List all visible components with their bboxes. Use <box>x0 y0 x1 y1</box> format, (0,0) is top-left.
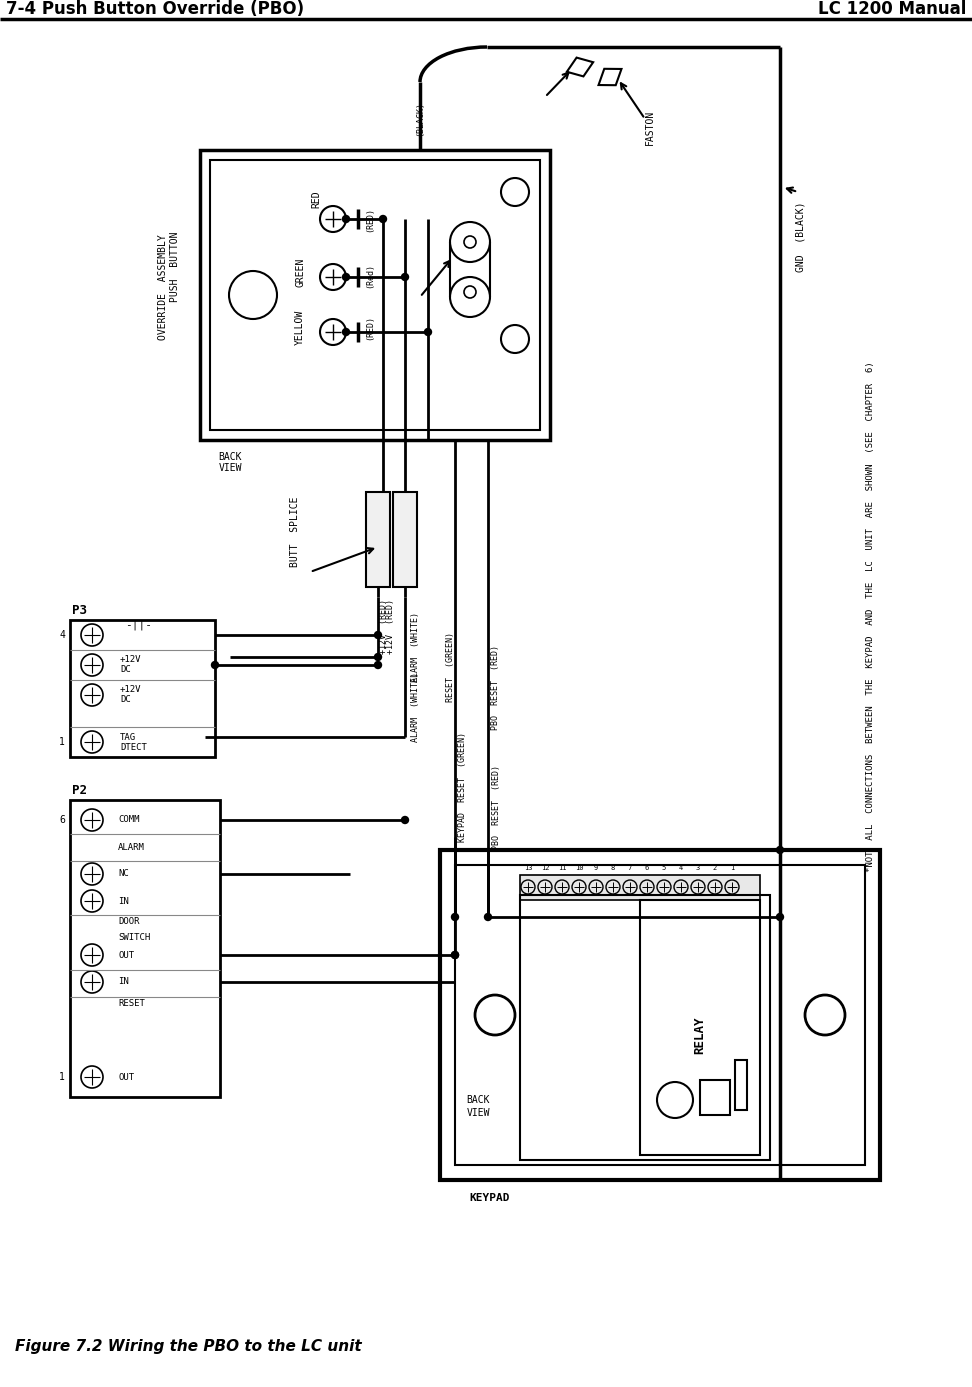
Text: TAG: TAG <box>120 732 136 742</box>
Text: RELAY: RELAY <box>693 1017 707 1054</box>
Text: +12V  (RED): +12V (RED) <box>386 599 395 655</box>
Text: +12V: +12V <box>120 685 142 695</box>
Text: KEYPAD  RESET  (GREEN): KEYPAD RESET (GREEN) <box>458 732 467 842</box>
Text: 2: 2 <box>712 865 717 871</box>
Circle shape <box>777 914 783 921</box>
Text: RESET: RESET <box>118 999 145 1007</box>
Circle shape <box>342 273 350 280</box>
Text: 4: 4 <box>59 630 65 639</box>
Bar <box>210 160 540 430</box>
Circle shape <box>374 662 381 669</box>
Text: -||-: -||- <box>125 620 152 630</box>
Text: ALARM: ALARM <box>118 842 145 852</box>
Text: (Red): (Red) <box>365 262 374 287</box>
Text: ALARM  (WHITE): ALARM (WHITE) <box>410 671 420 742</box>
Circle shape <box>452 951 459 958</box>
Text: OVERRIDE  ASSEMBLY: OVERRIDE ASSEMBLY <box>158 234 168 340</box>
Text: +12V: +12V <box>120 656 142 664</box>
Text: BUTT  SPLICE: BUTT SPLICE <box>290 497 300 567</box>
Text: RESET  (GREEN): RESET (GREEN) <box>445 632 455 702</box>
Circle shape <box>342 329 350 336</box>
Bar <box>640 900 760 1155</box>
Text: NC: NC <box>118 870 128 878</box>
Circle shape <box>452 914 459 921</box>
Text: P3: P3 <box>72 603 87 616</box>
Text: 12: 12 <box>540 865 549 871</box>
Bar <box>393 492 417 587</box>
Bar <box>455 865 865 1165</box>
Text: P2: P2 <box>72 784 87 796</box>
Text: 5: 5 <box>662 865 666 871</box>
Text: DC: DC <box>120 695 131 705</box>
Text: 6: 6 <box>644 865 649 871</box>
Bar <box>520 895 770 1160</box>
Text: 1: 1 <box>59 736 65 748</box>
Text: PBO  RESET  (RED): PBO RESET (RED) <box>492 764 501 849</box>
Circle shape <box>374 631 381 638</box>
Text: PUSH  BUTTON: PUSH BUTTON <box>170 232 180 302</box>
Text: (RED): (RED) <box>365 207 374 232</box>
Text: ALARM  (WHITE): ALARM (WHITE) <box>410 612 420 682</box>
Text: *NOT  ALL  CONNECTIONS  BETWEEN  THE  KEYPAD  AND  THE  LC  UNIT  ARE  SHOWN  (S: *NOT ALL CONNECTIONS BETWEEN THE KEYPAD … <box>865 362 875 872</box>
Text: FASTON: FASTON <box>645 110 655 144</box>
Text: LC 1200 Manual: LC 1200 Manual <box>817 0 966 18</box>
Bar <box>366 492 390 587</box>
Text: 7: 7 <box>628 865 632 871</box>
Bar <box>520 875 760 900</box>
Circle shape <box>777 846 783 853</box>
Bar <box>700 1080 730 1115</box>
Text: KEYPAD: KEYPAD <box>469 1193 510 1203</box>
Text: SWITCH: SWITCH <box>118 933 151 943</box>
Circle shape <box>342 215 350 222</box>
Circle shape <box>212 662 219 669</box>
Circle shape <box>425 329 432 336</box>
Text: OUT: OUT <box>118 950 134 960</box>
Text: 7-4 Push Button Override (PBO): 7-4 Push Button Override (PBO) <box>6 0 304 18</box>
Text: +12V  (RED): +12V (RED) <box>378 599 388 655</box>
Text: (RED): (RED) <box>365 315 374 340</box>
Text: 10: 10 <box>574 865 583 871</box>
Text: 9: 9 <box>594 865 598 871</box>
Text: DOOR: DOOR <box>118 917 140 927</box>
Text: Figure 7.2 Wiring the PBO to the LC unit: Figure 7.2 Wiring the PBO to the LC unit <box>15 1340 362 1355</box>
Text: 4: 4 <box>678 865 683 871</box>
Bar <box>70 620 215 757</box>
Text: 1: 1 <box>59 1072 65 1082</box>
Text: DC: DC <box>120 666 131 674</box>
Text: BACK: BACK <box>467 1094 490 1105</box>
Text: (BLACK): (BLACK) <box>415 101 425 136</box>
Text: 1: 1 <box>730 865 734 871</box>
Text: VIEW: VIEW <box>219 463 242 473</box>
Bar <box>735 1060 747 1110</box>
Text: GREEN: GREEN <box>295 258 305 287</box>
Text: BACK: BACK <box>219 452 242 462</box>
Circle shape <box>484 914 492 921</box>
Text: GND  (BLACK): GND (BLACK) <box>795 201 805 272</box>
Bar <box>440 850 880 1180</box>
Circle shape <box>401 817 408 824</box>
Circle shape <box>379 215 387 222</box>
Circle shape <box>452 951 459 958</box>
Text: IN: IN <box>118 896 128 906</box>
Text: COMM: COMM <box>118 816 140 824</box>
Text: 3: 3 <box>696 865 700 871</box>
Text: 8: 8 <box>610 865 615 871</box>
Bar <box>200 150 550 440</box>
Text: 13: 13 <box>524 865 533 871</box>
Text: IN: IN <box>118 978 128 986</box>
Text: YELLOW: YELLOW <box>295 309 305 344</box>
Text: OUT: OUT <box>118 1072 134 1082</box>
Text: RED: RED <box>311 190 321 208</box>
Circle shape <box>374 653 381 660</box>
Bar <box>70 800 220 1097</box>
Text: PBO  RESET  (RED): PBO RESET (RED) <box>491 645 500 730</box>
Text: 6: 6 <box>59 816 65 825</box>
Text: 11: 11 <box>558 865 567 871</box>
Text: DTECT: DTECT <box>120 742 147 752</box>
Circle shape <box>401 273 408 280</box>
Text: VIEW: VIEW <box>467 1108 490 1118</box>
